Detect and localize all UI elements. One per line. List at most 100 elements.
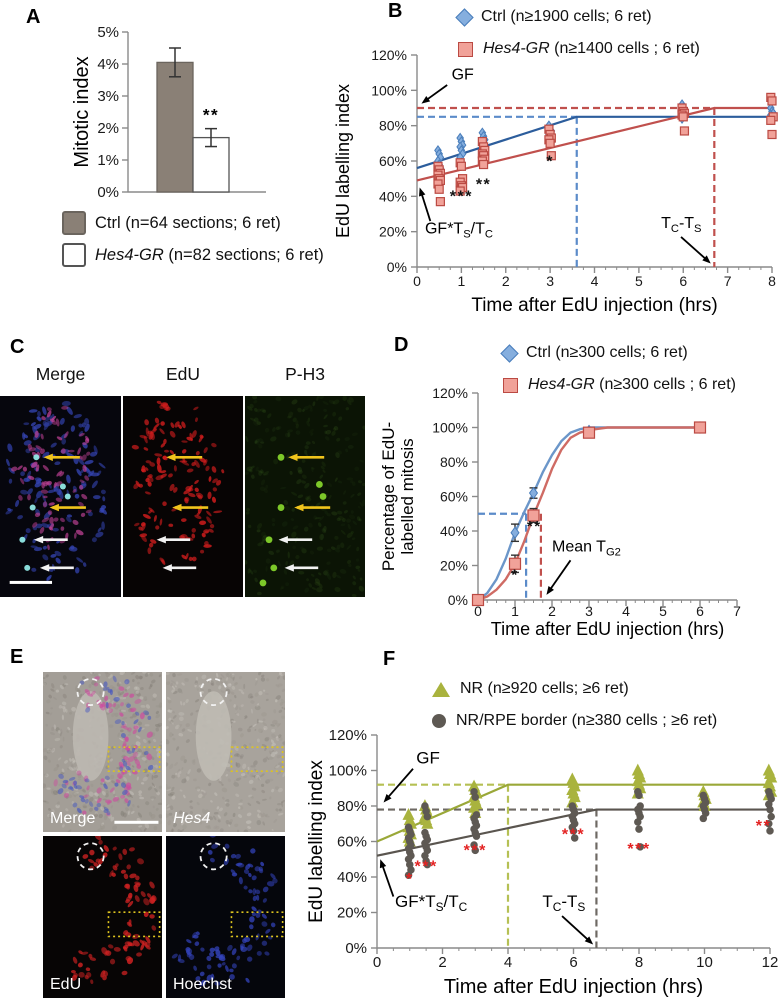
svg-text:0%: 0% [97,184,119,201]
svg-text:6: 6 [569,954,577,971]
legend-gene-italic: Hes4-GR [528,376,595,393]
svg-text:5: 5 [659,603,667,619]
legend-item-ctrl: Ctrl (n=64 sections; 6 ret) [62,211,324,235]
svg-text:4: 4 [591,273,599,289]
svg-text:120%: 120% [432,385,468,401]
legend-item-nr-rpe-border: NR/RPE border (n≥380 cells ; ≥6 ret) [432,710,717,732]
e-label-hoechst: Hoechst [173,976,232,993]
svg-text:***: *** [562,827,585,844]
legend-item-hes4gr: Hes4-GR (n≥300 cells ; 6 ret) [503,374,736,396]
svg-text:1%: 1% [97,152,119,169]
svg-text:6: 6 [679,273,687,289]
svg-text:4%: 4% [97,56,119,73]
svg-text:80%: 80% [379,118,407,134]
svg-text:**: ** [476,176,491,193]
legend-gene-italic: Hes4-GR [95,245,164,264]
svg-text:**: ** [756,818,771,835]
svg-text:TC-TS: TC-TS [661,215,701,235]
svg-text:4: 4 [504,954,512,971]
svg-text:GF*TS/TC: GF*TS/TC [425,220,493,240]
svg-text:GF: GF [452,67,474,84]
svg-text:80%: 80% [440,454,468,470]
svg-text:80%: 80% [337,798,367,815]
svg-text:0: 0 [474,603,482,619]
legend-item-hes4gr: Hes4-GR (n≥1400 cells ; 6 ret) [458,38,700,60]
svg-text:2: 2 [438,954,446,971]
edu-microscopy-image [123,396,243,597]
ph3-microscopy-image [245,396,365,597]
svg-text:5: 5 [635,273,643,289]
svg-text:10: 10 [696,954,713,971]
nr-rpe-circle-marker [432,714,446,728]
svg-text:***: *** [450,189,473,206]
svg-text:40%: 40% [337,869,367,886]
panel-f-legend: NR (n≥920 cells; ≥6 ret) NR/RPE border (… [432,678,717,742]
svg-text:***: *** [627,841,650,858]
svg-text:7: 7 [733,603,741,619]
svg-text:***: *** [415,859,438,876]
e-label-edu: EdU [50,976,82,993]
svg-text:40%: 40% [379,188,407,204]
svg-text:8: 8 [635,954,643,971]
svg-text:EdU labelling index: EdU labelling index [306,760,327,923]
svg-text:5%: 5% [97,24,119,41]
svg-text:6: 6 [696,603,704,619]
merge-microscopy-image [0,396,121,597]
svg-text:3: 3 [585,603,593,619]
svg-text:20%: 20% [337,905,367,922]
svg-text:8: 8 [768,273,776,289]
panel-e-label: E [10,646,24,668]
panel-b-label: B [388,0,403,22]
svg-text:Mitotic index: Mitotic index [71,56,93,167]
svg-text:labelled mitosis: labelled mitosis [398,438,417,554]
svg-text:**: ** [527,518,542,535]
svg-text:100%: 100% [329,763,367,780]
svg-text:3: 3 [546,273,554,289]
panel-a-legend: Ctrl (n=64 sections; 6 ret) Hes4-GR (n=8… [62,211,324,276]
edu-microscopy-image-e: EdU [43,836,162,998]
svg-text:*: * [511,566,518,583]
svg-text:2: 2 [548,603,556,619]
hoechst-microscopy-image: Hoechst [166,836,285,998]
ctrl-swatch [62,211,86,235]
svg-text:GF*TS/TC: GF*TS/TC [395,892,468,914]
svg-text:Time after EdU injection (hrs): Time after EdU injection (hrs) [444,976,703,998]
svg-text:0%: 0% [448,592,468,608]
svg-text:Time after EdU injection (hrs): Time after EdU injection (hrs) [471,295,717,316]
panel-b-legend: Ctrl (n≥1900 cells; 6 ret) Hes4-GR (n≥14… [455,6,700,70]
svg-text:2%: 2% [97,120,119,137]
edu-labelled-mitosis-chart-d: 0% 20% 40% 60% 80% 100% 120% 0 1 2 3 4 5 6 7 Percentage… [379,385,741,639]
hes4-ish-microscopy-image: Hes4 [166,672,285,832]
svg-text:2: 2 [502,273,510,289]
c-title-ph3: P-H3 [285,364,325,384]
legend-item-ctrl: Ctrl (n≥1900 cells; 6 ret) [455,6,700,28]
svg-text:20%: 20% [440,558,468,574]
legend-item-nr: NR (n≥920 cells; ≥6 ret) [432,678,717,700]
hes4gr-swatch [62,243,86,267]
svg-text:0: 0 [373,954,381,971]
edu-labelling-index-chart-f: 0% 20% 40% 60% 80% 100% 120% 0 2 4 6 8 10 12 EdU label… [306,727,778,998]
svg-text:Time after EdU injection (hrs): Time after EdU injection (hrs) [491,619,724,639]
svg-text:1: 1 [511,603,519,619]
svg-text:120%: 120% [371,47,407,63]
merge-hes4-microscopy-image: Merge [43,672,162,832]
svg-text:Mean TG2: Mean TG2 [552,539,621,559]
svg-text:Percentage of EdU-: Percentage of EdU- [379,422,398,571]
e-label-merge: Merge [50,810,96,827]
svg-text:TC-TS: TC-TS [542,892,585,914]
legend-item-hes4gr: Hes4-GR (n=82 sections; 6 ret) [62,243,324,267]
svg-text:0: 0 [413,273,421,289]
svg-text:100%: 100% [432,420,468,436]
legend-gene-italic: Hes4-GR [483,40,550,57]
svg-text:*: * [546,153,554,170]
hes4gr-square-marker [458,41,473,57]
panel-f-label: F [383,648,396,670]
hes4gr-square-marker [503,377,518,393]
svg-text:*: * [406,871,414,888]
svg-text:0%: 0% [387,259,407,275]
svg-text:20%: 20% [379,224,407,240]
svg-text:7: 7 [724,273,732,289]
svg-text:1: 1 [457,273,465,289]
panel-c-label: C [10,336,25,358]
